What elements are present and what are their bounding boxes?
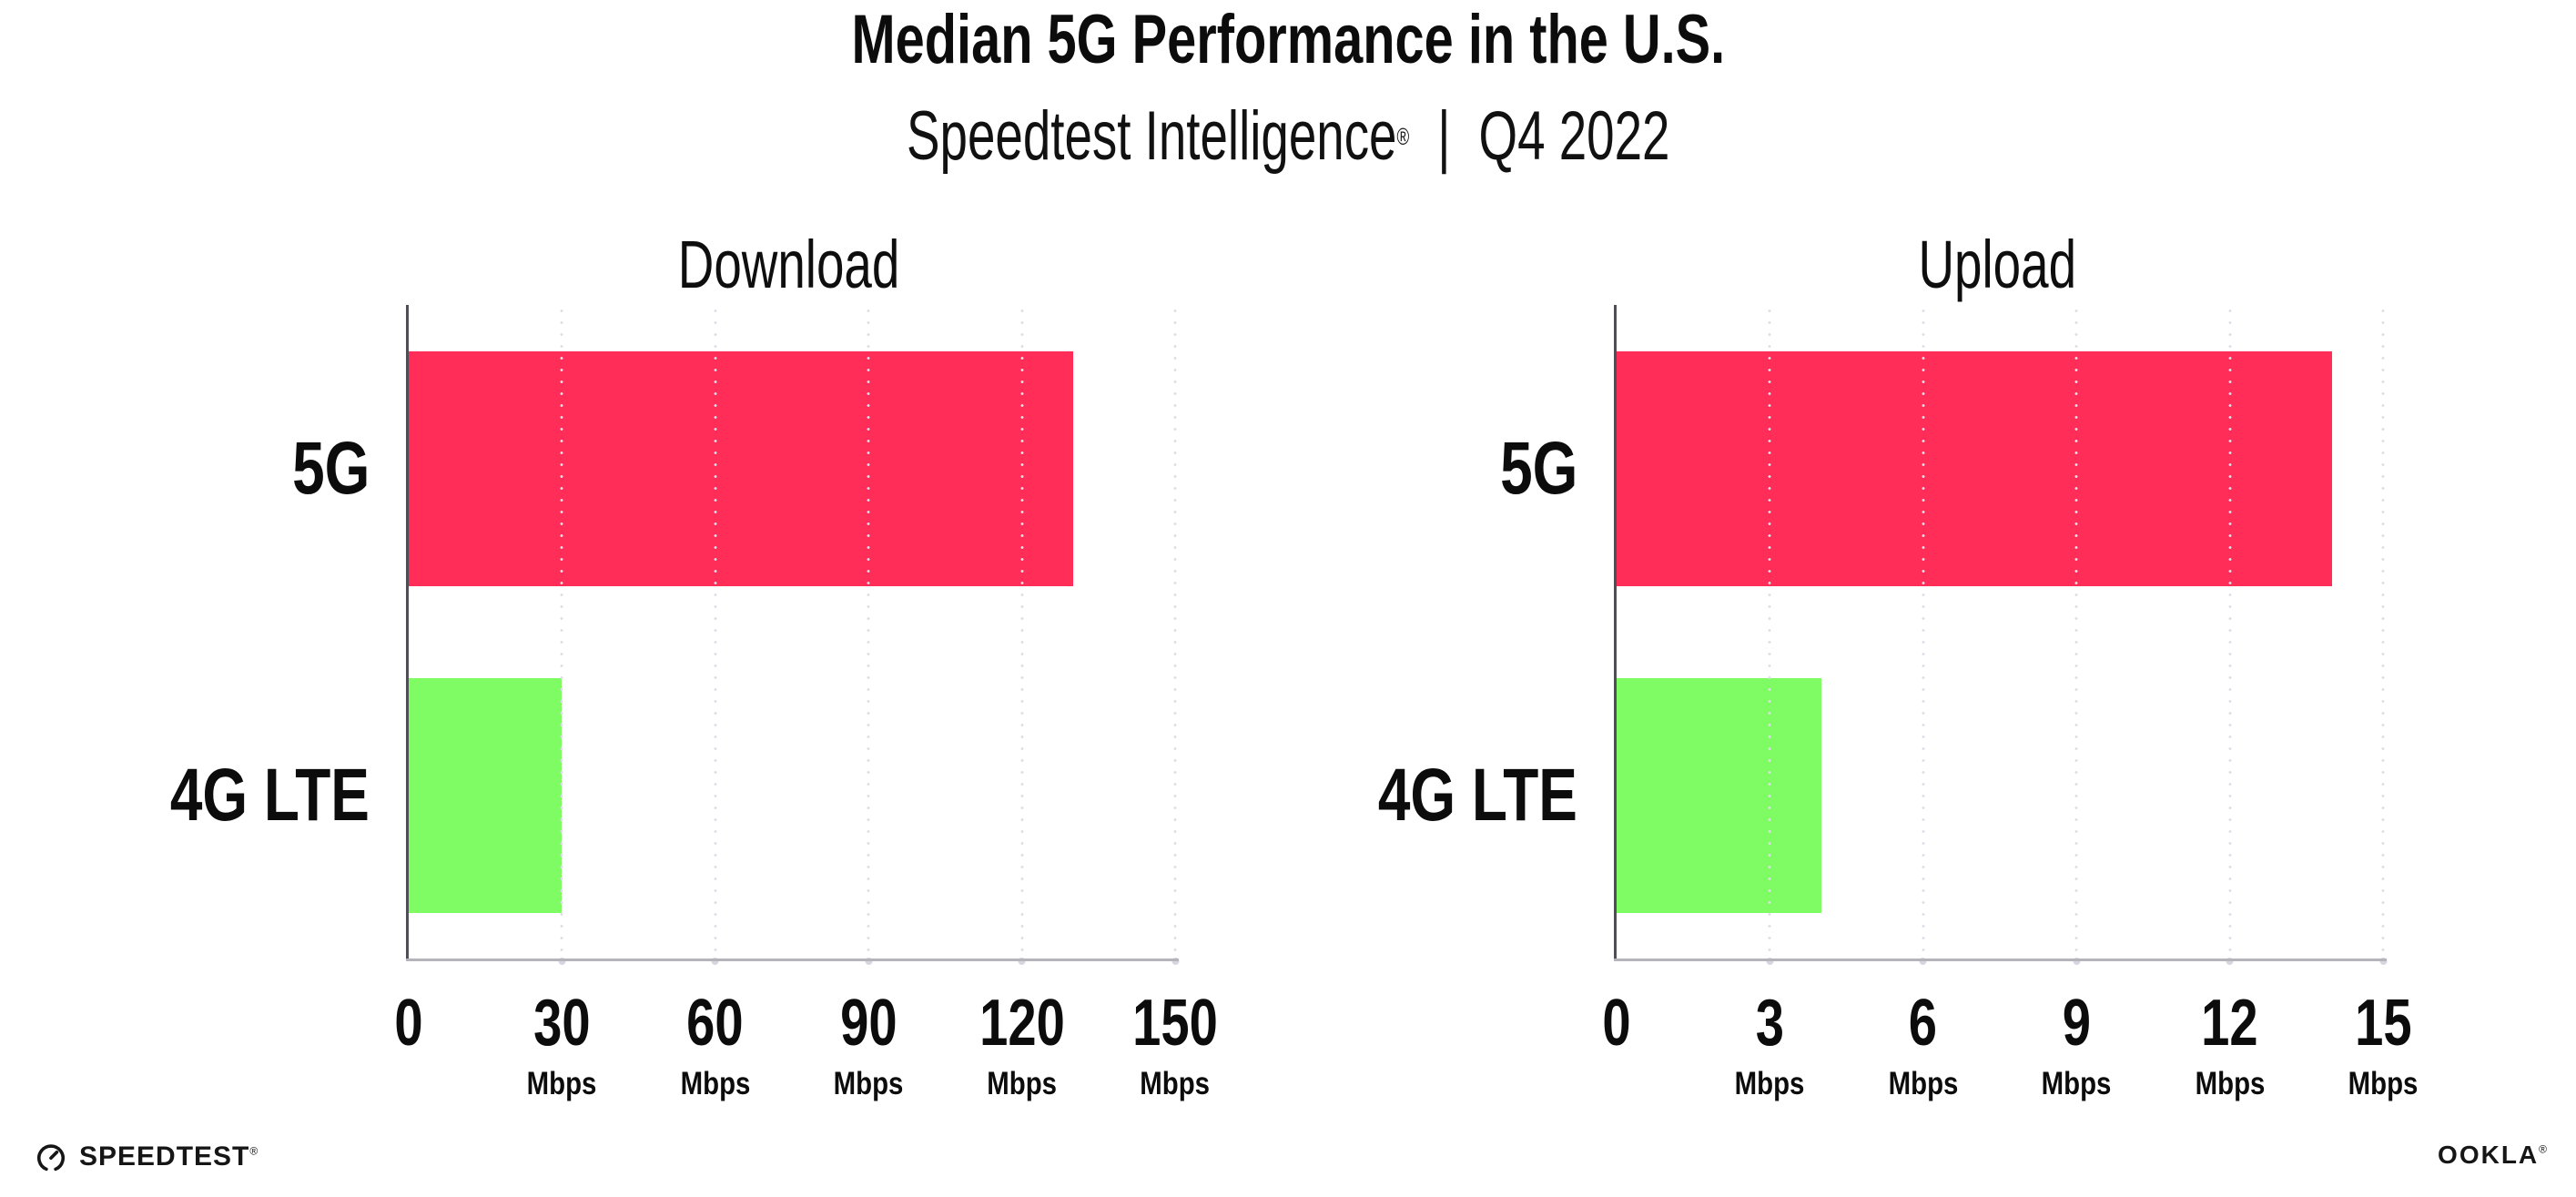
subtitle-brand: Speedtest Intelligence	[906, 97, 1397, 175]
bar-4g-lte-download	[409, 678, 563, 914]
bar-row	[409, 305, 1175, 633]
axis-tick: 6 Mbps	[1881, 990, 1964, 1100]
gridline	[1922, 305, 1925, 959]
tick-label: 120	[979, 987, 1065, 1060]
gridline	[867, 305, 870, 959]
axis-tick: 0	[390, 990, 427, 1056]
axis-tick: 3 Mbps	[1729, 990, 1811, 1100]
category-label-4g-lte: 4G LTE	[1377, 754, 1577, 837]
category-label-5g: 5G	[1499, 426, 1577, 510]
axis-tick: 15 Mbps	[2341, 990, 2424, 1100]
page-title: Median 5G Performance in the U.S.	[851, 1, 1725, 78]
axis-tick: 60 Mbps	[674, 990, 756, 1100]
axis-tick: 0	[1598, 990, 1635, 1056]
tick-unit-label: Mbps	[2348, 1066, 2419, 1101]
gridline	[2381, 305, 2385, 959]
page-subtitle: Speedtest Intelligence® | Q4 2022	[0, 102, 2576, 171]
download-chart: Download 5G 4G LTE	[169, 227, 1218, 1101]
download-chart-body: 5G 4G LTE	[169, 305, 1218, 1100]
speedtest-logo: SPEEDTEST®	[35, 1141, 259, 1173]
gridline	[1768, 305, 1771, 959]
tick-unit-label: Mbps	[833, 1066, 904, 1101]
tick-label: 12	[2201, 987, 2258, 1060]
gridline	[714, 305, 717, 959]
gridline	[2074, 305, 2078, 959]
tick-label: 6	[1909, 987, 1938, 1060]
download-x-ticks: 0 30 Mbps 60 Mbps 90 Mbps 12	[394, 959, 1217, 1105]
axis-tick: 30 Mbps	[521, 990, 603, 1100]
tick-unit-label: Mbps	[1735, 1066, 1805, 1101]
category-label-4g-lte: 4G LTE	[169, 754, 370, 837]
ookla-wordmark: OOKLA®	[2438, 1141, 2549, 1169]
bar-5g-download	[409, 350, 1073, 586]
gridline	[1173, 305, 1177, 959]
tick-unit-label: Mbps	[2195, 1066, 2265, 1101]
tick-label: 15	[2354, 987, 2412, 1060]
tick-unit-label: Mbps	[1888, 1066, 1959, 1101]
bar-5g-upload	[1617, 350, 2332, 586]
tick-label: 0	[1602, 987, 1631, 1060]
download-plot-area: 0 30 Mbps 60 Mbps 90 Mbps 12	[394, 305, 1218, 1100]
tick-label: 30	[533, 987, 591, 1060]
upload-chart: Upload 5G 4G LTE	[1377, 227, 2419, 1101]
speedtest-gauge-icon	[35, 1141, 67, 1173]
upload-chart-title: Upload	[1918, 227, 2076, 302]
gridline	[560, 305, 563, 959]
bar-row	[1617, 305, 2383, 633]
speedtest-wordmark: SPEEDTEST®	[79, 1141, 259, 1172]
tick-unit-label: Mbps	[527, 1066, 597, 1101]
axis-tick: 9 Mbps	[2034, 990, 2117, 1100]
upload-plot-area: 0 3 Mbps 6 Mbps 9 Mbps 12	[1602, 305, 2418, 1100]
tick-unit-label: Mbps	[2041, 1066, 2112, 1101]
gridline	[2228, 305, 2232, 959]
download-category-labels: 5G 4G LTE	[169, 305, 406, 959]
tick-unit-label: Mbps	[680, 1066, 751, 1101]
bar-row	[409, 633, 1175, 960]
tick-label: 90	[839, 987, 898, 1060]
gridline	[1020, 305, 1024, 959]
tick-label: 0	[394, 987, 423, 1060]
x-axis	[406, 959, 1179, 961]
tick-label: 150	[1132, 987, 1218, 1060]
category-label-5g: 5G	[291, 426, 370, 510]
axis-tick: 90 Mbps	[827, 990, 909, 1100]
registered-mark-icon: ®	[2539, 1142, 2549, 1156]
registered-mark-icon: ®	[249, 1144, 259, 1158]
ookla-logo: OOKLA®	[2438, 1141, 2549, 1170]
tick-label: 60	[686, 987, 745, 1060]
upload-category-labels: 5G 4G LTE	[1377, 305, 1614, 959]
tick-unit-label: Mbps	[1140, 1066, 1211, 1101]
tick-unit-label: Mbps	[987, 1066, 1057, 1101]
bar-4g-lte-upload	[1617, 678, 1821, 914]
download-chart-title: Download	[678, 227, 900, 302]
registered-mark-icon: ®	[1396, 124, 1409, 150]
bar-row	[1617, 633, 2383, 960]
axis-tick: 12 Mbps	[2188, 990, 2271, 1100]
upload-chart-body: 5G 4G LTE	[1377, 305, 2418, 1100]
x-axis	[1614, 959, 2387, 961]
subtitle-period: Q4 2022	[1478, 97, 1670, 175]
tick-label: 9	[2062, 987, 2091, 1060]
tick-label: 3	[1755, 987, 1785, 1060]
axis-tick: 150 Mbps	[1121, 990, 1230, 1100]
axis-tick: 120 Mbps	[968, 990, 1077, 1100]
subtitle-separator: |	[1437, 97, 1451, 175]
upload-x-ticks: 0 3 Mbps 6 Mbps 9 Mbps 12	[1602, 959, 2418, 1105]
